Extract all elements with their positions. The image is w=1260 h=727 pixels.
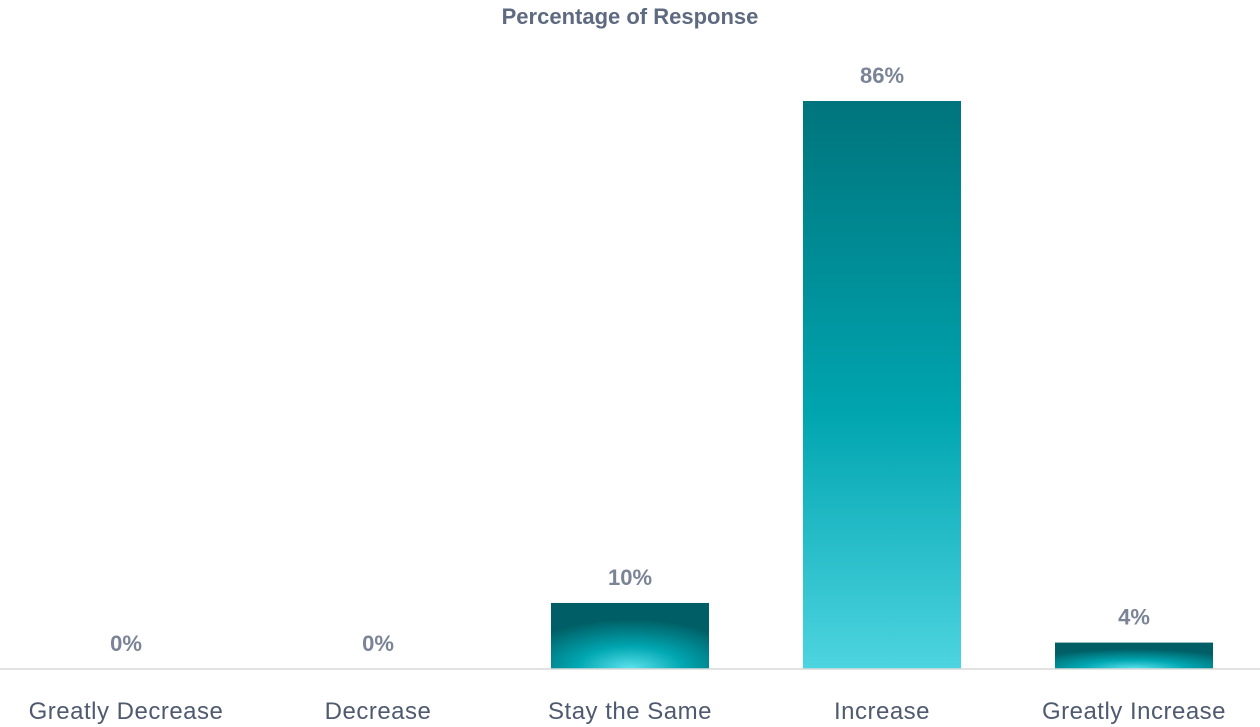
x-tick-label-greatly-increase: Greatly Increase bbox=[1042, 698, 1226, 725]
x-tick-label-greatly-decrease: Greatly Decrease bbox=[29, 698, 224, 725]
chart-title: Percentage of Response bbox=[502, 4, 759, 29]
bar-greatly-increase bbox=[1055, 642, 1213, 669]
bar-increase bbox=[803, 101, 961, 669]
data-label-stay-the-same: 10% bbox=[608, 565, 652, 590]
x-tick-label-stay-the-same: Stay the Same bbox=[548, 698, 712, 725]
x-tick-label-increase: Increase bbox=[834, 698, 930, 725]
x-tick-labels-group: Greatly Decrease Decrease Stay the Same Inc… bbox=[29, 698, 1226, 725]
bars-group bbox=[551, 101, 1213, 669]
data-labels-group: 0% 0% 10% 86% 4% bbox=[110, 63, 1150, 656]
bar-stay-the-same bbox=[551, 602, 709, 669]
data-label-greatly-increase: 4% bbox=[1118, 605, 1150, 630]
data-label-increase: 86% bbox=[860, 63, 904, 88]
x-tick-label-decrease: Decrease bbox=[325, 698, 432, 725]
data-label-decrease: 0% bbox=[362, 631, 394, 656]
data-label-greatly-decrease: 0% bbox=[110, 631, 142, 656]
